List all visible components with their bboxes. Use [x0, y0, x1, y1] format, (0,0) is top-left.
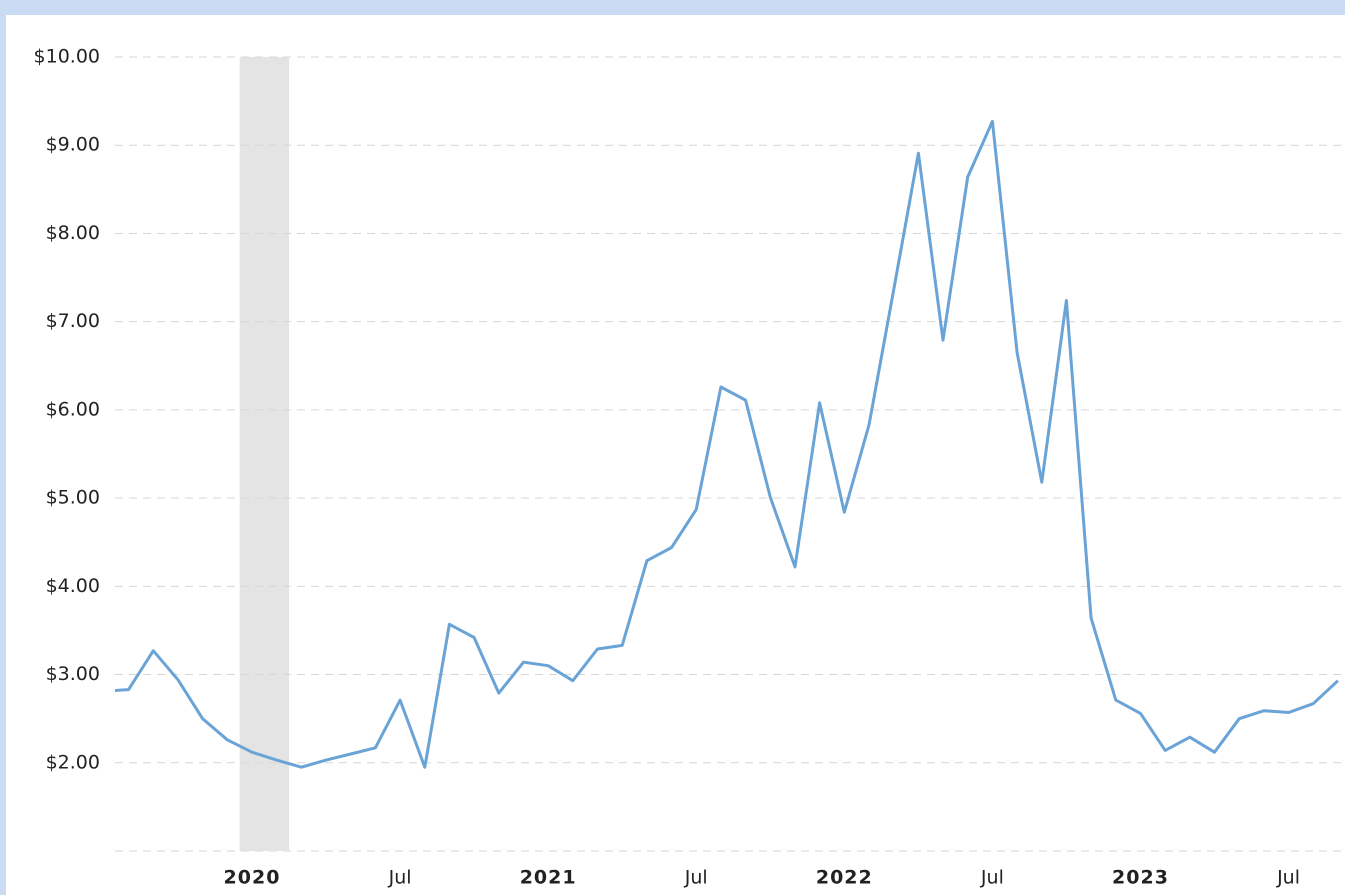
- x-tick-label: Jul: [980, 867, 1004, 889]
- plot-area: [115, 119, 1339, 769]
- x-tick-label: Jul: [684, 867, 708, 889]
- x-tick-label: 2023: [1112, 867, 1169, 889]
- y-tick-label: $9.00: [46, 134, 100, 156]
- x-tick-label: 2020: [224, 867, 281, 889]
- y-tick-label: $4.00: [46, 575, 100, 597]
- y-tick-label: $6.00: [46, 398, 100, 420]
- x-tick-label: Jul: [388, 867, 412, 889]
- y-tick-label: $8.00: [46, 222, 100, 244]
- price-line: [115, 119, 1339, 769]
- y-tick-label: $3.00: [46, 663, 100, 685]
- x-tick-label: 2022: [816, 867, 873, 889]
- y-tick-label: $5.00: [46, 487, 100, 509]
- y-tick-label: $10.00: [34, 46, 100, 68]
- chart-panel: [6, 15, 1345, 895]
- y-tick-label: $7.00: [46, 310, 100, 332]
- y-tick-label: $2.00: [46, 751, 100, 773]
- recession-band: [239, 57, 290, 851]
- x-tick-label: Jul: [1276, 867, 1300, 889]
- x-tick-label: 2021: [520, 867, 577, 889]
